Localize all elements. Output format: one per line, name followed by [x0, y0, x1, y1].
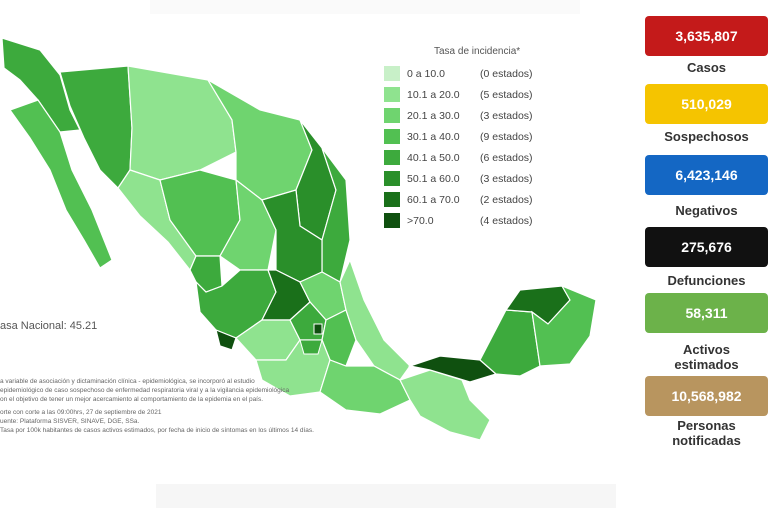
stat-value: 275,676 [681, 239, 732, 255]
state-baja-california-sur [9, 99, 113, 269]
stat-label-negativos: Negativos [675, 203, 738, 218]
footnote-line: orte con corte a las 09:00hrs, 27 de sep… [0, 408, 162, 416]
legend-count: (6 estados) [480, 152, 533, 164]
footnote-line: Tasa por 100k habitantes de casos activo… [0, 426, 314, 434]
stat-card-activos: 58,311 [645, 293, 768, 333]
legend-count: (9 estados) [480, 131, 533, 143]
stat-label-activos: Activos estimados [674, 342, 739, 372]
legend-swatch [384, 66, 400, 81]
legend-count: (0 estados) [480, 68, 533, 80]
stat-card-personas-notificadas: 10,568,982 [645, 376, 768, 416]
footnote-line: uente: Plataforma SISVER, SINAVE, DGE, S… [0, 417, 140, 425]
legend-swatch [384, 213, 400, 228]
legend-count: (3 estados) [480, 173, 533, 185]
stat-card-negativos: 6,423,146 [645, 155, 768, 195]
state-quintana-roo [531, 284, 597, 367]
state-veracruz [339, 258, 411, 381]
legend-count: (4 estados) [480, 215, 533, 227]
legend-count: (5 estados) [480, 89, 533, 101]
stat-value: 3,635,807 [675, 28, 738, 44]
legend-swatch [384, 129, 400, 144]
state-cdmx [313, 323, 323, 335]
legend-count: (3 estados) [480, 110, 533, 122]
legend-swatch [384, 171, 400, 186]
legend-range: 10.1 a 20.0 [407, 89, 460, 101]
stat-card-casos: 3,635,807 [645, 16, 768, 56]
legend-swatch [384, 150, 400, 165]
legend-range: 50.1 a 60.0 [407, 173, 460, 185]
legend-range: 40.1 a 50.0 [407, 152, 460, 164]
stat-label-casos: Casos [686, 60, 727, 75]
stat-value: 10,568,982 [671, 388, 742, 404]
stat-card-defunciones: 275,676 [645, 227, 768, 267]
top-strip [150, 0, 580, 14]
state-chihuahua [127, 65, 237, 181]
stat-value: 58,311 [685, 305, 728, 321]
bottom-strip [156, 484, 616, 508]
mexico-incidence-map [1, 37, 597, 441]
state-nayarit [189, 255, 223, 293]
footnote-line: on el objetivo de tener un mejor acercam… [0, 395, 264, 403]
legend-swatch [384, 87, 400, 102]
tasa-nacional: asa Nacional: 45.21 [0, 320, 98, 332]
state-colima [215, 329, 237, 351]
legend-swatch [384, 108, 400, 123]
footnote-line: epidemiológico de caso sospechoso de enf… [0, 386, 290, 394]
legend-title: Tasa de incidencia* [434, 46, 521, 57]
stat-value: 6,423,146 [675, 167, 738, 183]
legend-range: 60.1 a 70.0 [407, 194, 460, 206]
stat-label-sospechosos: Sospechosos [664, 129, 749, 144]
stat-value: 510,029 [681, 96, 732, 112]
state-campeche [479, 309, 541, 377]
legend-range: 20.1 a 30.0 [407, 110, 460, 122]
stat-card-sospechosos: 510,029 [645, 84, 768, 124]
stat-label-personas-notificadas: Personas notificadas [672, 418, 741, 448]
legend-range: 30.1 a 40.0 [407, 131, 460, 143]
footnotes: a variable de asociación y dictaminación… [0, 378, 360, 435]
legend-count: (2 estados) [480, 194, 533, 206]
legend-swatch [384, 192, 400, 207]
state-baja-california [1, 37, 81, 133]
legend-range: >70.0 [407, 215, 434, 227]
stat-label-defunciones: Defunciones [667, 273, 746, 288]
legend-range: 0 a 10.0 [407, 68, 445, 80]
state-morelos [299, 339, 323, 355]
footnote-line: a variable de asociación y dictaminación… [0, 378, 255, 385]
